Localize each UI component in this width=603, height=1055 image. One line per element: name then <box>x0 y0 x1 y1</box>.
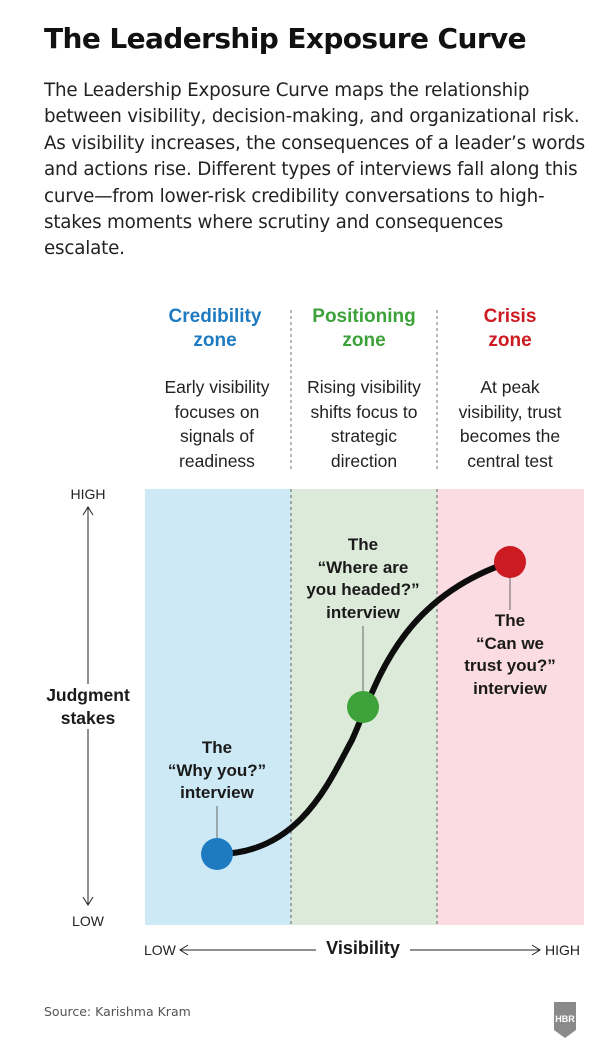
x-axis-arrow-right <box>531 944 541 956</box>
annotation-line: interview <box>180 783 254 802</box>
zone-description-line: Early visibility <box>164 377 270 397</box>
where-headed-label: The “Where are you headed?” interview <box>293 534 433 624</box>
zone-description-line: signals of <box>180 426 254 446</box>
x-axis-title: Visibility <box>316 938 410 959</box>
point-why-you <box>201 838 233 870</box>
zone-heading-line: zone <box>193 330 237 351</box>
annotation-line: “Where are <box>317 557 409 577</box>
positioning-zone-heading: Positioning zone <box>294 305 434 353</box>
zone-description-line: visibility, trust <box>458 401 562 422</box>
y-axis-arrow-up <box>82 506 94 516</box>
point-where-headed <box>347 691 379 723</box>
credibility-zone-heading: Credibility zone <box>145 305 285 353</box>
y-axis-title-line: stakes <box>60 707 116 728</box>
page-title: The Leadership Exposure Curve <box>44 22 527 55</box>
point-trust-you <box>494 546 526 578</box>
zone-heading-line: Positioning <box>312 306 416 327</box>
crisis-zone-heading: Crisis zone <box>440 305 580 353</box>
trust-you-label: The “Can we trust you?” interview <box>440 610 580 700</box>
zone-heading-line: Crisis <box>483 306 537 327</box>
annotation-line: The <box>201 738 233 757</box>
y-axis-title-line: Judgment <box>46 685 130 705</box>
exposure-curve <box>214 559 513 857</box>
zone-description-line: readiness <box>179 450 255 471</box>
annotation-line: you headed?” <box>306 580 420 599</box>
annotation-line: The <box>347 535 379 554</box>
why-you-label: The “Why you?” interview <box>152 737 282 805</box>
zone-description-line: Rising visibility <box>307 377 421 397</box>
annotation-line: “Why you?” <box>167 760 267 780</box>
x-axis-arrow-left <box>179 944 189 956</box>
zone-heading-line: zone <box>342 330 386 351</box>
credibility-zone-description: Early visibility focuses on signals of r… <box>147 375 287 473</box>
zone-description-line: strategic <box>330 426 398 446</box>
zone-description-line: At peak <box>480 377 540 397</box>
zone-heading-line: Credibility <box>168 306 262 327</box>
zone-description-line: becomes the <box>459 426 561 446</box>
annotation-line: The <box>494 611 526 630</box>
intro-paragraph: The Leadership Exposure Curve maps the r… <box>44 80 585 260</box>
annotation-line: “Can we <box>475 633 545 653</box>
annotation-line: trust you?” <box>464 656 556 675</box>
x-axis-low-label: LOW <box>144 942 176 958</box>
zone-heading-line: zone <box>488 330 532 351</box>
zone-description-line: focuses on <box>174 401 260 422</box>
annotation-line: interview <box>473 678 547 698</box>
hbr-logo-text: HBR <box>555 1014 575 1024</box>
positioning-zone-description: Rising visibility shifts focus to strate… <box>294 375 434 473</box>
zone-description-line: direction <box>330 450 398 471</box>
y-axis-arrow-down <box>82 896 94 906</box>
source-credit: Source: Karishma Kram <box>44 1004 191 1019</box>
y-axis-high-label: HIGH <box>70 486 106 502</box>
zone-description-line: central test <box>467 450 553 471</box>
y-axis-title: Judgment stakes <box>40 684 136 729</box>
crisis-zone-description: At peak visibility, trust becomes the ce… <box>440 375 580 473</box>
hbr-logo: HBR <box>554 1002 576 1038</box>
y-axis-low-label: LOW <box>72 913 104 929</box>
x-axis-high-label: HIGH <box>545 942 580 958</box>
annotation-line: interview <box>326 602 400 622</box>
zone-description-line: shifts focus to <box>310 401 418 422</box>
